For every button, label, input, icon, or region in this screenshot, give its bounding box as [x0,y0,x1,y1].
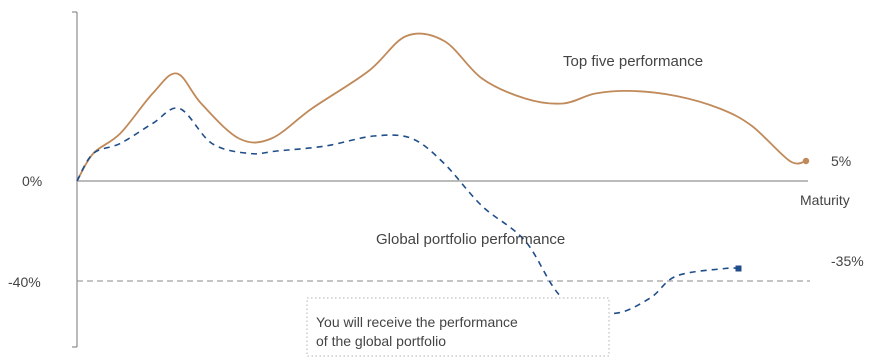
callout-box [306,297,610,357]
series-annotation-global-portfolio: Global portfolio performance [376,231,565,248]
series-line-top-five [76,32,807,182]
series-end-label-top-five: 5% [831,153,851,169]
y-tick-label: 0% [22,173,42,189]
x-axis-label: Maturity [800,192,850,208]
y-tick-label: -40% [8,274,41,290]
series-annotation-top-five: Top five performance [563,53,703,70]
callout-text-line: You will receive the performance [316,314,518,330]
series-line-global-portfolio [76,107,739,315]
series-end-label-global-portfolio: -35% [831,253,864,269]
callout-text-line: of the global portfolio [316,333,446,349]
series-end-marker-global-portfolio [735,265,742,272]
series-end-marker-top-five [802,157,810,165]
